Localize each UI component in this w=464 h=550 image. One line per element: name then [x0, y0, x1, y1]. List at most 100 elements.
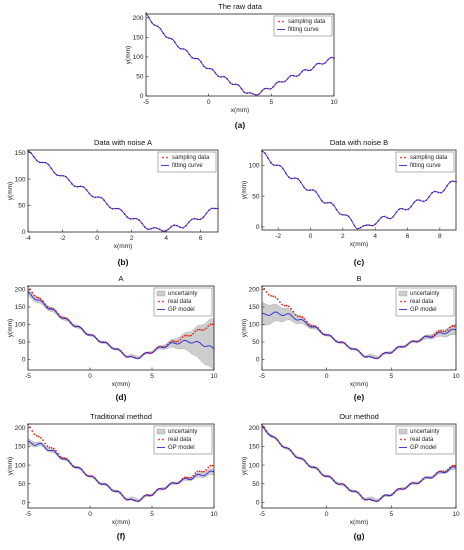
x-tick-label: 10 [452, 511, 460, 518]
y-tick-label: 100 [15, 176, 26, 183]
data-point [188, 477, 190, 479]
data-point [272, 295, 275, 298]
legend-label: real data [410, 437, 434, 443]
chart-panel-e: B-5 0 5 10050100150200x(mm)y(mm)uncertainty… [241, 274, 460, 402]
chart-title: The raw data [218, 2, 263, 11]
data-point [55, 449, 57, 452]
x-tick-label: 5 [390, 373, 394, 380]
chart-panel-g: Our method-5 0 5 10050100150200x(mm)y(mm)un… [241, 412, 460, 541]
y-tick-label: 0 [256, 357, 260, 364]
data-point [42, 439, 44, 442]
data-point [200, 470, 203, 473]
x-tick-label: 0 [88, 511, 92, 518]
data-point [181, 336, 184, 338]
series-line-gp-model [27, 440, 215, 502]
series-line-gp-model [262, 311, 457, 359]
data-point [296, 315, 299, 317]
data-point [211, 323, 214, 326]
y-tick-label: 100 [15, 322, 26, 329]
legend-label: GP model [168, 307, 195, 313]
legend-box [273, 15, 333, 37]
y-tick-label: 100 [133, 54, 144, 61]
series-line-gp-model [27, 291, 215, 359]
data-point [190, 476, 193, 479]
data-point [303, 318, 306, 320]
data-point [276, 298, 279, 301]
data-point [175, 340, 178, 343]
data-point [451, 325, 454, 328]
chart-panel-a: The raw data-5 0 5 10050100150200x(mm)y(mm)… [125, 2, 338, 130]
x-tick-label: 5 [270, 99, 274, 106]
y-tick-label: 150 [15, 150, 26, 157]
y-tick-label: 100 [249, 462, 260, 469]
data-point [194, 472, 197, 475]
data-point [299, 315, 301, 318]
legend-label: real data [410, 299, 434, 305]
legend-label: GP model [410, 307, 437, 313]
y-tick-label: 50 [136, 74, 144, 81]
data-point [196, 470, 199, 473]
legend-box [157, 151, 217, 173]
panel-label: (a) [235, 120, 246, 130]
data-point [31, 291, 34, 294]
data-point [444, 330, 447, 333]
y-axis-title: y(mm) [7, 319, 14, 337]
chart-title: Traditional method [90, 412, 152, 421]
x-tick-label: -5 [143, 99, 149, 106]
data-point [290, 307, 292, 310]
data-point [274, 296, 277, 299]
y-tick-label: 150 [249, 304, 260, 311]
data-point [33, 433, 36, 435]
legend-label: GP model [168, 445, 195, 451]
data-point [301, 316, 304, 319]
legend-label: fitting curve [410, 163, 441, 169]
data-point [283, 304, 286, 307]
data-point [453, 325, 456, 327]
legend-swatch-dot [400, 156, 402, 159]
panel-label: (e) [354, 392, 365, 402]
y-tick-label: 50 [18, 339, 26, 346]
y-tick-label: 200 [15, 287, 26, 294]
x-axis-title: x(mm) [350, 519, 368, 526]
plot-area [27, 285, 215, 371]
data-point [177, 340, 180, 343]
x-axis-title: x(mm) [112, 381, 130, 388]
legend-swatch-dot [166, 156, 168, 159]
data-point [196, 328, 199, 331]
plot-area [261, 149, 457, 231]
x-tick-label: -5 [259, 511, 265, 518]
data-point [35, 296, 38, 298]
x-tick-label: 6 [406, 233, 410, 240]
y-tick-label: 100 [249, 163, 260, 170]
legend-swatch-dot [400, 438, 402, 441]
data-point [205, 327, 208, 330]
chart-panel-d: A-5 0 5 10050100150200x(mm)y(mm)uncertainty… [7, 274, 218, 402]
x-tick-label: 10 [210, 511, 218, 518]
data-point [440, 330, 442, 332]
x-tick-label: 6 [199, 235, 203, 242]
legend-swatch-dot [158, 438, 160, 441]
data-point [190, 334, 193, 337]
data-point [270, 295, 272, 297]
data-point [33, 294, 36, 297]
x-axis-title: x(mm) [114, 243, 132, 250]
legend-swatch-dot [404, 300, 406, 303]
data-point [185, 334, 188, 337]
data-point [294, 313, 297, 316]
data-point [453, 464, 456, 467]
x-tick-label: -2 [60, 235, 66, 242]
legend-label: GP model [410, 445, 437, 451]
panel-label: (b) [118, 257, 129, 267]
data-point [185, 476, 188, 479]
data-point [37, 435, 40, 438]
data-point [183, 334, 186, 337]
plot-area [261, 285, 457, 371]
x-tick-label: -5 [259, 373, 265, 380]
chart-title: Data with noise A [94, 138, 152, 147]
y-tick-label: 0 [22, 229, 26, 236]
legend-swatch-dot [162, 438, 164, 441]
x-tick-label: 2 [130, 235, 134, 242]
series-line-gp-model [261, 425, 457, 502]
x-tick-label: 10 [210, 373, 218, 380]
